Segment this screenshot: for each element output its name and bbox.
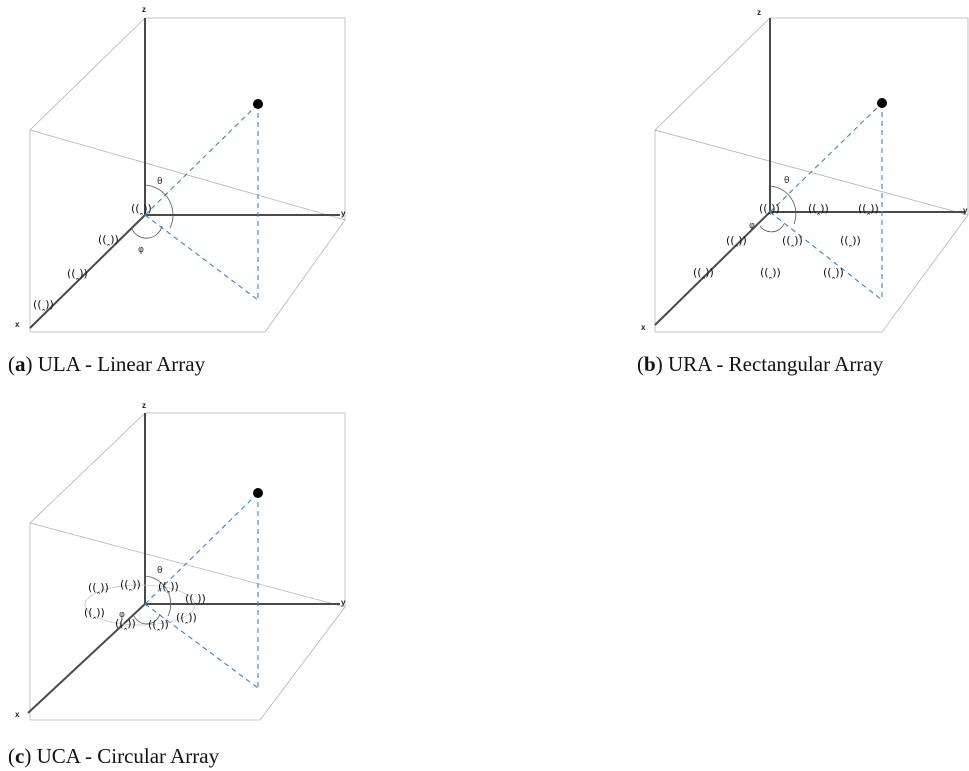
caption-c-text: UCA - Circular Array — [31, 744, 220, 768]
theta-label: θ — [157, 177, 163, 187]
phi-arc — [133, 613, 161, 625]
phi-arc — [131, 225, 163, 239]
antenna-icon: ((ꞈ)) — [115, 617, 136, 630]
x-axis-label: x — [15, 710, 20, 719]
z-axis-label: z — [757, 8, 761, 17]
antenna-icon: ((ꞈ)) — [759, 202, 780, 215]
theta-arc — [144, 184, 174, 229]
x-axis-label: x — [15, 320, 20, 329]
antenna-icon: ((ꞈ)) — [693, 266, 714, 279]
diagram-a: z y x θ φ ((ꞈ)) ((ꞈ)) ((ꞈ)) ((ꞈ)) — [15, 5, 346, 333]
ground-projection-line — [144, 214, 259, 301]
phi-label: φ — [119, 610, 125, 620]
antenna-array-c: ((ꞈ)) ((ꞈ)) ((ꞈ)) ((ꞈ)) ((ꞈ)) ((ꞈ)) ((ꞈ)… — [84, 578, 206, 631]
antenna-icon: ((ꞈ)) — [84, 606, 105, 619]
antenna-array-b: ((ꞈ)) ((ꞈ)) ((ꞈ)) ((ꞈ)) ((ꞈ)) ((ꞈ)) ((ꞈ)… — [693, 202, 879, 279]
antenna-icon: ((ꞈ)) — [148, 618, 169, 631]
z-axis-label: z — [142, 5, 146, 14]
caption-b: (b) URA - Rectangular Array — [637, 352, 884, 376]
ground-projection-line — [144, 603, 259, 689]
antenna-icon: ((ꞈ)) — [823, 266, 844, 279]
floor-edge-right — [259, 606, 346, 721]
caption-b-text: URA - Rectangular Array — [662, 352, 884, 376]
antenna-icon: ((ꞈ)) — [840, 234, 861, 247]
x-axis-label: x — [641, 323, 646, 332]
antenna-icon: ((ꞈ)) — [98, 233, 119, 246]
source-point — [253, 99, 263, 109]
x-axis — [27, 603, 146, 714]
caption-a-tag: a — [15, 352, 26, 376]
antenna-icon: ((ꞈ)) — [158, 580, 179, 593]
phi-label: φ — [749, 221, 755, 231]
y-axis-label: y — [341, 209, 346, 218]
antenna-icon: ((ꞈ)) — [760, 266, 781, 279]
caption-c: (c) UCA - Circular Array — [8, 744, 220, 768]
antenna-icon: ((ꞈ)) — [67, 267, 88, 280]
antenna-icon: ((ꞈ)) — [120, 578, 141, 591]
antenna-icon: ((ꞈ)) — [808, 202, 829, 215]
antenna-icon: ((ꞈ)) — [782, 234, 803, 247]
ground-projection-line — [769, 211, 883, 301]
antenna-array-a: ((ꞈ)) ((ꞈ)) ((ꞈ)) ((ꞈ)) — [33, 202, 152, 311]
panel-a-ula: z y x θ φ ((ꞈ)) ((ꞈ)) ((ꞈ)) ((ꞈ)) — [0, 0, 380, 345]
source-point — [877, 98, 887, 108]
antenna-icon: ((ꞈ)) — [88, 581, 109, 594]
x-axis — [654, 211, 771, 326]
antenna-icon: ((ꞈ)) — [131, 202, 152, 215]
source-point — [253, 488, 263, 498]
caption-a: (a) ULA - Linear Array — [8, 352, 206, 376]
source-direction-line — [144, 103, 259, 216]
phi-label: φ — [138, 245, 144, 255]
y-axis-label: y — [963, 206, 968, 215]
antenna-icon: ((ꞈ)) — [858, 202, 879, 215]
caption-c-tag: c — [15, 744, 25, 768]
panel-b-ura: z y x θ φ ((ꞈ)) ((ꞈ)) ((ꞈ)) ((ꞈ)) ((ꞈ)) … — [620, 0, 969, 345]
x-axis — [29, 214, 146, 329]
antenna-icon: ((ꞈ)) — [185, 592, 206, 605]
theta-label: θ — [157, 566, 163, 576]
antenna-icon: ((ꞈ)) — [176, 611, 197, 624]
diagram-b: z y x θ φ ((ꞈ)) ((ꞈ)) ((ꞈ)) ((ꞈ)) ((ꞈ)) … — [641, 8, 969, 333]
diagram-c: z y x θ φ ((ꞈ)) ((ꞈ)) ((ꞈ)) ((ꞈ)) ((ꞈ)) … — [15, 401, 346, 721]
panel-c-uca: z y x θ φ ((ꞈ)) ((ꞈ)) ((ꞈ)) ((ꞈ)) ((ꞈ)) … — [0, 395, 380, 725]
antenna-icon: ((ꞈ)) — [33, 298, 54, 311]
circular-array-ring — [84, 584, 196, 626]
back-wall-edges — [29, 412, 346, 608]
caption-b-tag: b — [644, 352, 656, 376]
source-direction-line — [769, 102, 883, 213]
phi-arc — [759, 223, 785, 233]
floor-edge-right — [881, 214, 969, 333]
z-axis-label: z — [142, 401, 146, 410]
caption-a-text: ULA - Linear Array — [32, 352, 206, 376]
theta-arc — [769, 185, 797, 225]
theta-arc — [144, 575, 172, 617]
back-wall-edges — [29, 17, 346, 221]
y-axis-label: y — [341, 598, 346, 607]
antenna-icon: ((ꞈ)) — [726, 234, 747, 247]
theta-label: θ — [784, 176, 790, 186]
back-wall-edges — [654, 17, 969, 216]
floor-edge-right — [264, 219, 346, 333]
